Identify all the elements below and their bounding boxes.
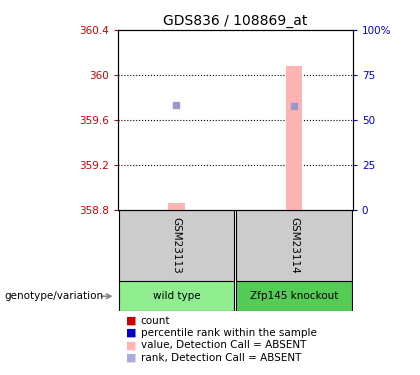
Text: GSM23114: GSM23114 (289, 217, 299, 274)
Text: ■: ■ (126, 328, 136, 338)
Bar (119, 210, 234, 281)
Bar (236, 210, 352, 281)
Text: wild type: wild type (152, 291, 200, 301)
Text: ■: ■ (126, 340, 136, 350)
Bar (168, 202, 185, 210)
Title: GDS836 / 108869_at: GDS836 / 108869_at (163, 13, 307, 28)
Text: genotype/variation: genotype/variation (4, 291, 103, 301)
Text: count: count (141, 316, 170, 326)
Text: Zfp145 knockout: Zfp145 knockout (250, 291, 338, 301)
Text: rank, Detection Call = ABSENT: rank, Detection Call = ABSENT (141, 353, 301, 363)
Bar (119, 281, 234, 311)
Text: percentile rank within the sample: percentile rank within the sample (141, 328, 317, 338)
Text: GSM23113: GSM23113 (171, 217, 181, 274)
Text: ■: ■ (126, 353, 136, 363)
Point (173, 102, 180, 108)
Text: value, Detection Call = ABSENT: value, Detection Call = ABSENT (141, 340, 306, 350)
Point (291, 104, 297, 110)
Bar (236, 281, 352, 311)
Text: ■: ■ (126, 316, 136, 326)
Bar (286, 66, 302, 210)
